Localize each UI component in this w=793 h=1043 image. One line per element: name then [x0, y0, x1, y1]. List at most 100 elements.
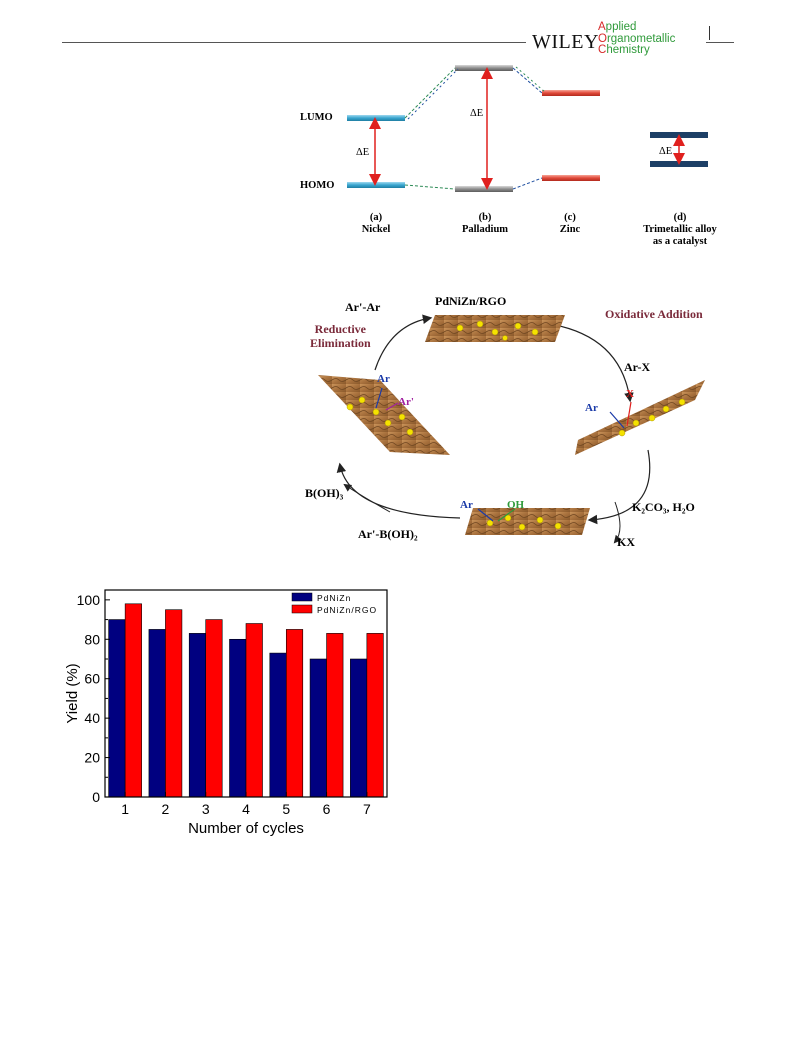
graphene-sheet-left — [318, 375, 450, 455]
publisher-logo: WILEY — [532, 31, 599, 53]
header-rule — [62, 42, 734, 43]
lumo-label: LUMO — [300, 112, 333, 123]
mix-line-ni-pd-lumo-2 — [407, 68, 459, 120]
alloy-delta-e: ΔE — [659, 146, 673, 157]
bar-pdnizn-rgo-cycle-6 — [326, 633, 344, 798]
journal-cap-2: O — [598, 32, 607, 45]
ar-bottom-label: Ar — [460, 499, 473, 511]
journal-rest-2: rganometallic — [606, 32, 676, 45]
nickel-homo-level — [347, 182, 405, 188]
journal-cap-3: C — [598, 44, 607, 56]
y-tick-label: 60 — [84, 671, 100, 687]
arrow-kx — [613, 501, 622, 544]
graphene-sheet-top — [425, 315, 565, 342]
bar-pdnizn-cycle-7 — [350, 658, 368, 798]
palladium-delta-e: ΔE — [470, 108, 484, 119]
journal-cap-1: A — [598, 21, 606, 33]
panel-d-name2: as a catalyst — [652, 236, 708, 247]
arc-transmetalation-2 — [336, 462, 461, 519]
mix-line-pd-zn-lumo — [512, 67, 543, 94]
y-axis-ticks: 0 20 40 60 80 100 — [77, 592, 110, 805]
y-tick-label: 40 — [84, 710, 100, 726]
nickel-delta-e: ΔE — [356, 147, 370, 158]
y-axis-label: Yield (%) — [64, 663, 81, 723]
reductive-label: Reductive — [314, 322, 366, 336]
x-tick-label: 6 — [323, 801, 331, 817]
homo-label: HOMO — [300, 180, 335, 191]
mix-line-pd-zn-lumo-2 — [515, 66, 546, 93]
zinc-lumo-level — [542, 90, 600, 96]
catalyst-label: PdNiZn/RGO — [435, 294, 507, 308]
arprime-left-label: Ar' — [398, 396, 414, 408]
plot-frame — [104, 589, 388, 798]
elimination-label: Elimination — [310, 336, 371, 350]
bar-pdnizn-cycle-1 — [108, 619, 126, 798]
aryl-halide-label: Ar-X — [624, 360, 651, 374]
palladium-homo-level — [455, 186, 513, 192]
byproduct-label: B(OH)₃ — [305, 486, 344, 500]
arrow-boh3 — [343, 483, 391, 513]
ar-left-label: Ar — [377, 373, 390, 385]
x-tick-label: 3 — [202, 801, 210, 817]
yield-bar-chart: 0 20 40 60 80 100 1 2 3 4 5 6 7 PdNiZn PdNiZn/RGO Nu… — [64, 589, 388, 837]
arc-transmetalation-1 — [587, 449, 651, 525]
ar-right-label: Ar — [585, 402, 598, 414]
panel-d-label: (d) Trimetallic alloy as a catalyst — [630, 212, 730, 248]
mix-line-pd-zn-homo — [512, 177, 543, 190]
panel-b-label: (b) Palladium — [455, 212, 515, 236]
panel-a-name: Nickel — [361, 224, 391, 235]
header-logo-area — [526, 24, 706, 60]
boronic-acid-label: Ar'-B(OH)₂ — [358, 527, 418, 541]
bar-pdnizn-rgo-cycle-4 — [245, 623, 263, 798]
legend-label: PdNiZn/RGO — [317, 605, 377, 615]
oxidative-addition-label: Oxidative Addition — [605, 307, 703, 321]
panel-c-label: (c) Zinc — [540, 212, 600, 236]
bar-pdnizn-rgo-cycle-7 — [366, 633, 384, 798]
bond-x-right — [626, 401, 632, 427]
journal-title: Applied Organometallic Chemistry — [598, 21, 676, 57]
x-axis-ticks: 1 2 3 4 5 6 7 — [121, 792, 371, 817]
bar-group — [108, 603, 384, 798]
bar-pdnizn-cycle-6 — [309, 658, 327, 798]
bar-pdnizn-rgo-cycle-5 — [285, 629, 304, 798]
bar-pdnizn-rgo-cycle-1 — [124, 603, 142, 798]
panel-b-letter: (b) — [478, 212, 492, 223]
arc-reductive-elimination — [374, 314, 433, 371]
x-tick-label: 1 — [121, 801, 129, 817]
bar-pdnizn-rgo-cycle-3 — [205, 619, 223, 798]
x-right-label: X — [626, 388, 634, 400]
mix-line-ni-pd-homo — [404, 184, 456, 190]
catalytic-cycle-diagram — [318, 314, 705, 544]
page-tick — [709, 26, 710, 40]
x-axis-label: Number of cycles — [188, 820, 304, 837]
journal-rest-3: hemistry — [606, 44, 650, 56]
chart-legend: PdNiZn PdNiZn/RGO — [291, 592, 377, 615]
nanoparticles — [346, 320, 686, 531]
bar-pdnizn-cycle-4 — [229, 638, 247, 798]
salt-label: KX — [617, 535, 635, 549]
legend-swatch — [291, 604, 313, 614]
y-tick-label: 80 — [84, 631, 100, 647]
panel-a-label: (a) Nickel — [346, 212, 406, 236]
legend-swatch — [291, 592, 313, 602]
panel-b-name: Palladium — [461, 224, 509, 235]
product-label: Ar'-Ar — [345, 300, 381, 314]
alloy-lumo-level — [650, 132, 708, 138]
base-label: K₂CO₃, H₂O — [632, 500, 695, 514]
x-tick-label: 4 — [242, 801, 250, 817]
x-tick-label: 2 — [162, 801, 170, 817]
panel-a-letter: (a) — [369, 212, 383, 223]
panel-c-name: Zinc — [559, 224, 581, 235]
oh-bottom-label: OH — [507, 499, 525, 511]
y-tick-label: 0 — [92, 789, 100, 805]
bar-pdnizn-cycle-3 — [188, 633, 207, 798]
x-tick-label: 5 — [282, 801, 290, 817]
bond-ar-right — [609, 411, 625, 429]
alloy-homo-level — [650, 161, 708, 167]
journal-rest-1: pplied — [605, 21, 637, 33]
bar-pdnizn-rgo-cycle-2 — [165, 609, 183, 798]
bond-ar-left — [375, 387, 383, 409]
graphene-sheet-bottom — [465, 508, 590, 535]
panel-d-name: Trimetallic alloy — [643, 224, 717, 235]
bond-arprime-left — [385, 402, 399, 411]
